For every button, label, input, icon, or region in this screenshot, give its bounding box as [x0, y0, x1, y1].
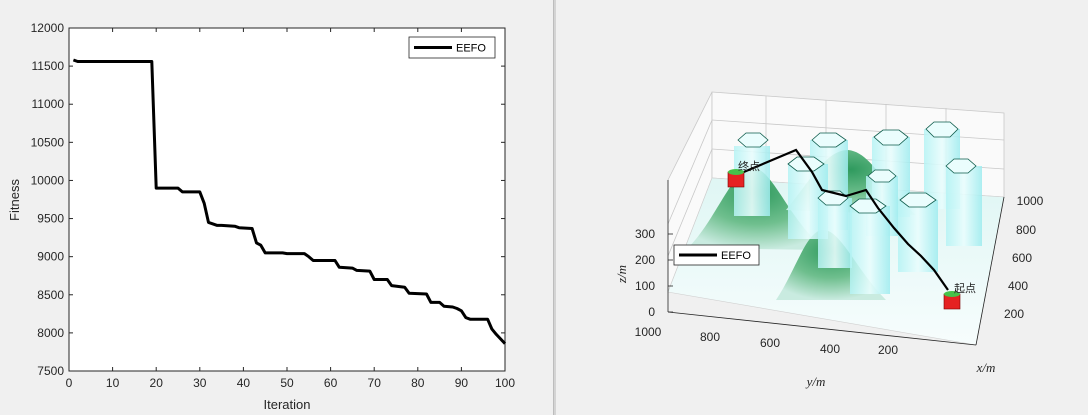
y-axis-label-3d: y/m: [805, 374, 826, 389]
x-tick-label: 70: [368, 376, 382, 390]
x-axis-line: [975, 196, 1005, 346]
x-axis-label-3d: x/m: [976, 360, 996, 375]
z-tick-label: 300: [635, 227, 655, 241]
end-label: 终点: [738, 159, 760, 173]
fitness-figure: 0 10 20 30 40 50 60 70 80 90 100 7500 8000 8500 9000 9…: [7, 21, 516, 412]
z-tick-label: 0: [648, 305, 655, 319]
x-tick-label-3d: 600: [1012, 251, 1032, 265]
x-tick-label: 60: [324, 376, 338, 390]
x-tick-label: 40: [237, 376, 251, 390]
y-tick-label-3d: 1000: [635, 325, 662, 339]
x-tick-label: 10: [106, 376, 120, 390]
x-axis-label: Iteration: [264, 397, 311, 412]
y-tick-label: 10000: [31, 173, 65, 187]
grid-line: [667, 119, 713, 225]
x-tick-label-3d: 800: [1016, 223, 1036, 237]
y-tick-label: 11500: [32, 59, 65, 73]
y-axis-line: [667, 311, 977, 346]
figure-divider: [553, 0, 557, 415]
series-line-eefo: [72, 58, 507, 345]
y-tick-label: 11000: [32, 97, 65, 111]
x-tick-label: 80: [411, 376, 425, 390]
obstacle-top: [737, 132, 769, 148]
y-tick-label: 9500: [37, 212, 64, 226]
obstacle-top: [873, 129, 909, 146]
obstacle-cylinders: [734, 121, 982, 294]
legend: EEFO: [408, 36, 496, 59]
grid-line: [667, 148, 713, 257]
x-tick-label-3d: 400: [1008, 279, 1028, 293]
x-tick-label: 100: [495, 376, 515, 390]
obstacle-top: [899, 192, 937, 208]
obstacle-top: [811, 132, 847, 148]
legend-label-eefo-3d: EEFO: [721, 250, 751, 262]
obstacle-cylinder: [850, 206, 890, 294]
end-marker: [727, 169, 745, 188]
y-tick-label: 7500: [37, 364, 64, 378]
obstacle-top: [945, 158, 977, 174]
path-3d-figure: 终点 起点 0 100 200 300 200 400 600 800 1000 1000 80…: [556, 0, 1088, 415]
obstacle-cylinder: [898, 200, 938, 272]
obstacle-cylinder: [818, 198, 852, 268]
x-tick-label: 30: [193, 376, 207, 390]
obstacle-top: [849, 198, 887, 214]
start-marker: [943, 291, 961, 310]
x-tick-label-3d: 200: [1004, 307, 1024, 321]
z-axis-label: z/m: [614, 265, 629, 284]
y-tick-label-3d: 200: [878, 343, 898, 357]
start-label: 起点: [954, 282, 976, 295]
obstacle-top: [867, 169, 897, 183]
path-line-eefo: [738, 148, 949, 291]
y-tick-label: 10500: [31, 135, 65, 149]
y-tick-label: 9000: [37, 250, 64, 264]
fitness-chart: 0 10 20 30 40 50 60 70 80 90 100 7500 8000 8500 9000 9…: [7, 21, 515, 412]
y-tick-label: 8000: [37, 326, 64, 340]
x-tick-label: 90: [455, 376, 469, 390]
x-tick-label: 0: [66, 376, 73, 390]
path-3d-chart: 终点 起点 0 100 200 300 200 400 600 800 1000 1000 80…: [614, 91, 1044, 389]
x-tick-label-3d: 1000: [1017, 194, 1044, 208]
obstacle-cylinder: [946, 166, 982, 246]
end-marker-top: [728, 169, 744, 175]
fitness-plot-area: [68, 27, 506, 372]
y-tick-label: 8500: [37, 288, 64, 302]
y-tick-label-3d: 800: [700, 330, 720, 344]
y-tick-label-3d: 600: [760, 336, 780, 350]
y-axis-label: Fitness: [7, 179, 22, 221]
legend-label-eefo: EEFO: [456, 43, 486, 55]
z-tick-label: 200: [635, 253, 655, 267]
y-tick-label-3d: 400: [820, 342, 840, 356]
z-tick-label: 100: [635, 279, 655, 293]
obstacle-top: [925, 121, 959, 138]
start-marker-top: [944, 291, 960, 297]
x-tick-label: 20: [150, 376, 164, 390]
legend-3d: EEFO: [673, 244, 760, 266]
x-tick-label: 50: [280, 376, 294, 390]
y-tick-label: 12000: [31, 21, 65, 35]
